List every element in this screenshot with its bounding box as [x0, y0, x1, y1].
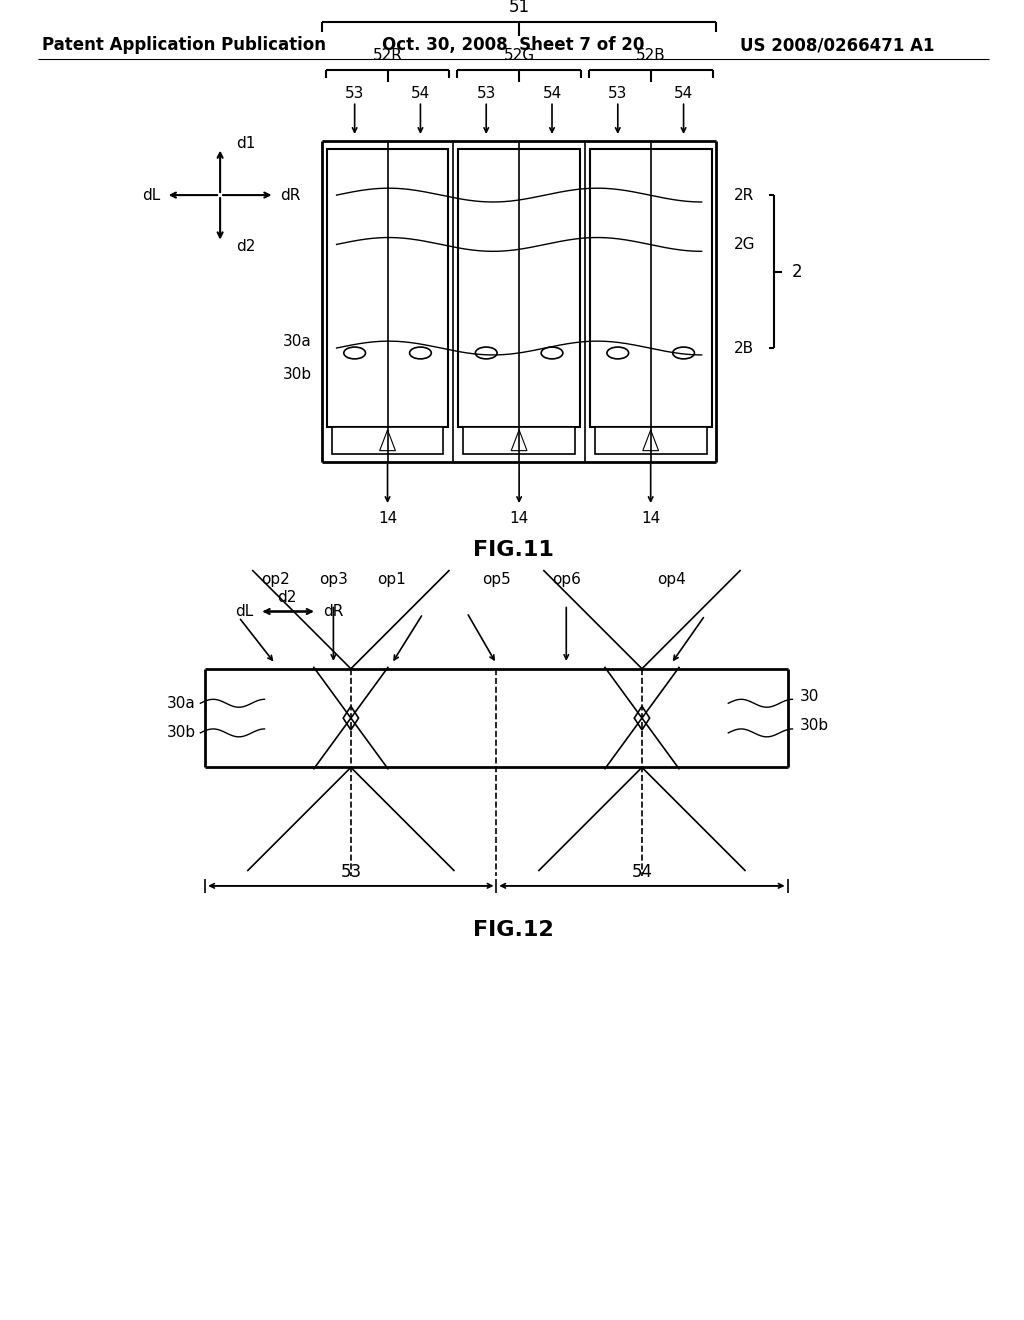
- Text: 54: 54: [674, 86, 693, 100]
- Text: 52B: 52B: [636, 49, 666, 63]
- Polygon shape: [643, 430, 658, 450]
- Text: d2: d2: [278, 590, 297, 605]
- Text: 30a: 30a: [167, 696, 196, 710]
- Polygon shape: [343, 706, 358, 730]
- Text: US 2008/0266471 A1: US 2008/0266471 A1: [739, 36, 934, 54]
- Ellipse shape: [541, 347, 563, 359]
- Text: op3: op3: [318, 573, 348, 587]
- Bar: [463, 426, 575, 454]
- Text: 54: 54: [543, 86, 561, 100]
- Polygon shape: [380, 430, 395, 450]
- Ellipse shape: [344, 347, 366, 359]
- Text: op4: op4: [656, 573, 685, 587]
- Text: 30b: 30b: [800, 718, 828, 734]
- Text: 53: 53: [608, 86, 628, 100]
- Text: 53: 53: [340, 863, 361, 880]
- Text: 14: 14: [641, 511, 660, 527]
- Text: 30b: 30b: [283, 367, 312, 383]
- Text: 2B: 2B: [734, 341, 755, 355]
- Text: 51: 51: [509, 0, 529, 16]
- Text: 54: 54: [411, 86, 430, 100]
- Text: dR: dR: [281, 187, 301, 202]
- Text: 54: 54: [632, 863, 652, 880]
- Text: dL: dL: [236, 605, 254, 619]
- Text: 30: 30: [800, 689, 819, 704]
- Text: 14: 14: [510, 511, 528, 527]
- Text: 53: 53: [476, 86, 496, 100]
- Text: Oct. 30, 2008  Sheet 7 of 20: Oct. 30, 2008 Sheet 7 of 20: [382, 36, 644, 54]
- Bar: [595, 426, 707, 454]
- Ellipse shape: [673, 347, 694, 359]
- Text: 14: 14: [378, 511, 397, 527]
- Ellipse shape: [410, 347, 431, 359]
- Polygon shape: [511, 430, 527, 450]
- Text: 52G: 52G: [504, 49, 535, 63]
- Text: FIG.11: FIG.11: [473, 540, 554, 560]
- Text: op5: op5: [482, 573, 511, 587]
- Text: 53: 53: [345, 86, 365, 100]
- Bar: [327, 149, 449, 426]
- Text: Patent Application Publication: Patent Application Publication: [42, 36, 326, 54]
- Text: 2: 2: [792, 263, 802, 281]
- Bar: [590, 149, 712, 426]
- Text: d1: d1: [236, 136, 255, 152]
- Text: dL: dL: [141, 187, 160, 202]
- Text: 30b: 30b: [166, 726, 196, 741]
- Text: 2R: 2R: [734, 187, 755, 202]
- Text: op1: op1: [377, 573, 406, 587]
- Polygon shape: [634, 706, 649, 730]
- Text: FIG.12: FIG.12: [473, 920, 554, 940]
- Text: 52R: 52R: [373, 49, 402, 63]
- Text: op6: op6: [552, 573, 581, 587]
- Text: op2: op2: [261, 573, 290, 587]
- Text: d2: d2: [236, 239, 255, 253]
- Text: dR: dR: [323, 605, 343, 619]
- Bar: [459, 149, 580, 426]
- Text: 2G: 2G: [734, 236, 756, 252]
- Ellipse shape: [475, 347, 497, 359]
- Ellipse shape: [607, 347, 629, 359]
- Text: 30a: 30a: [284, 334, 312, 348]
- Bar: [332, 426, 443, 454]
